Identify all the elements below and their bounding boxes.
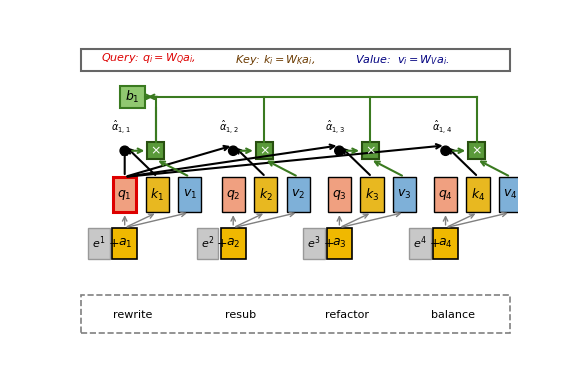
Bar [197, 228, 218, 259]
Text: resub: resub [225, 310, 256, 320]
Text: Query: $q_i = W_Q a_i$,: Query: $q_i = W_Q a_i$, [101, 52, 196, 67]
Text: $a_1$: $a_1$ [118, 237, 132, 250]
Text: Key: $k_i = W_K a_i$,: Key: $k_i = W_K a_i$, [235, 53, 315, 67]
Bar [409, 228, 431, 259]
Text: $a_3$: $a_3$ [332, 237, 347, 250]
Bar [112, 228, 137, 259]
Text: $v_4$: $v_4$ [503, 188, 518, 201]
Bar [81, 49, 510, 71]
Text: balance: balance [431, 310, 475, 320]
Text: $\times$: $\times$ [259, 144, 270, 157]
Bar [467, 177, 490, 212]
Text: +: + [323, 237, 334, 250]
Text: $a_4$: $a_4$ [438, 237, 453, 250]
Text: $e^2$: $e^2$ [201, 235, 214, 252]
Text: +: + [217, 237, 228, 250]
Bar [120, 86, 145, 108]
Text: +: + [108, 237, 119, 250]
Bar [113, 177, 137, 212]
Text: $k_3$: $k_3$ [365, 186, 379, 203]
Text: $q_1$: $q_1$ [118, 188, 132, 202]
Text: $k_2$: $k_2$ [259, 186, 272, 203]
Bar [468, 142, 485, 159]
Text: $v_1$: $v_1$ [183, 188, 197, 201]
Text: $q_3$: $q_3$ [332, 188, 347, 202]
Text: $\hat{\alpha}_{1,3}$: $\hat{\alpha}_{1,3}$ [325, 119, 346, 136]
Text: $k_4$: $k_4$ [471, 186, 485, 203]
Text: $b_1$: $b_1$ [125, 89, 140, 105]
Text: $\hat{\alpha}_{1,4}$: $\hat{\alpha}_{1,4}$ [431, 119, 452, 136]
Bar [287, 177, 310, 212]
Bar [146, 177, 169, 212]
Text: +: + [429, 237, 440, 250]
Bar [433, 228, 458, 259]
Text: $\times$: $\times$ [471, 144, 482, 157]
Bar [393, 177, 416, 212]
Bar [328, 177, 351, 212]
Bar [362, 142, 379, 159]
Circle shape [120, 146, 130, 155]
Text: $a_2$: $a_2$ [226, 237, 240, 250]
Bar [327, 228, 352, 259]
Text: refactor: refactor [325, 310, 369, 320]
Bar [361, 177, 384, 212]
Text: $v_2$: $v_2$ [291, 188, 305, 201]
Bar [256, 142, 272, 159]
Text: $v_3$: $v_3$ [397, 188, 412, 201]
Bar [434, 177, 457, 212]
Text: $e^4$: $e^4$ [413, 235, 427, 252]
Text: Value:  $v_i = W_V a_i$.: Value: $v_i = W_V a_i$. [355, 53, 450, 67]
Bar [254, 177, 278, 212]
Bar [303, 228, 325, 259]
Bar [178, 177, 202, 212]
Bar [499, 177, 522, 212]
Text: $\times$: $\times$ [365, 144, 376, 157]
Bar [222, 177, 245, 212]
Text: $e^3$: $e^3$ [307, 235, 321, 252]
Text: rewrite: rewrite [113, 310, 152, 320]
Circle shape [441, 146, 450, 155]
Bar [88, 228, 110, 259]
Text: $\hat{\alpha}_{1,1}$: $\hat{\alpha}_{1,1}$ [111, 119, 131, 136]
Bar [81, 295, 510, 333]
Circle shape [335, 146, 344, 155]
Text: $\times$: $\times$ [150, 144, 161, 157]
Text: $e^1$: $e^1$ [92, 235, 106, 252]
Text: $\hat{\alpha}_{1,2}$: $\hat{\alpha}_{1,2}$ [219, 119, 239, 136]
Text: $q_4$: $q_4$ [438, 188, 453, 202]
Circle shape [229, 146, 238, 155]
Text: $k_1$: $k_1$ [150, 186, 164, 203]
Bar [221, 228, 245, 259]
Bar [147, 142, 164, 159]
Text: $q_2$: $q_2$ [226, 188, 240, 202]
